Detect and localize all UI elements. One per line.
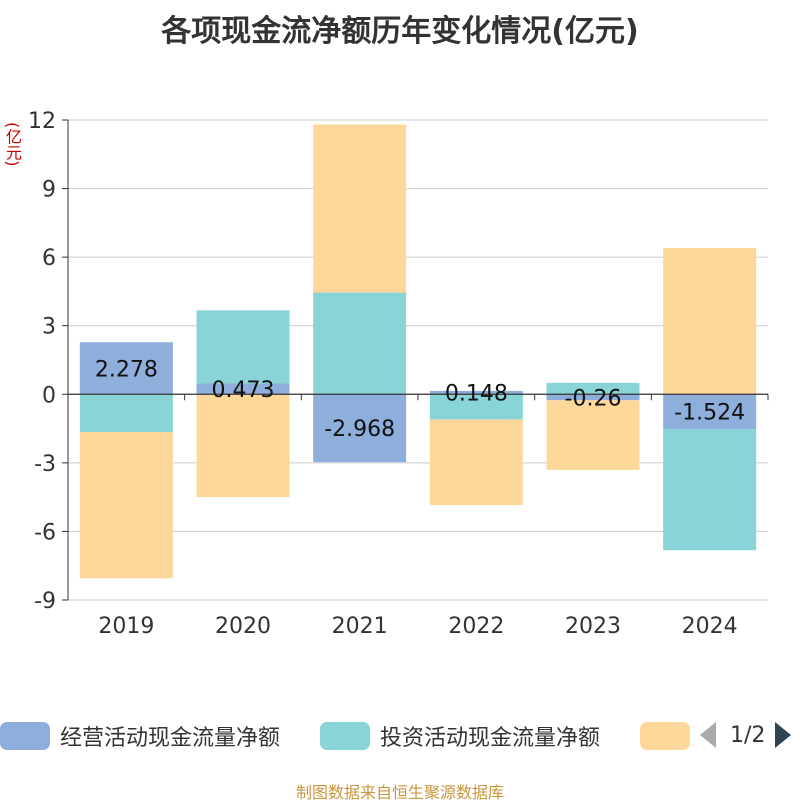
y-tick-label: 0 bbox=[42, 383, 56, 408]
y-tick-label: 12 bbox=[28, 109, 56, 134]
bar-2024-series-2 bbox=[663, 248, 757, 395]
bar-2023-series-0 bbox=[546, 394, 640, 401]
legend-item-investing[interactable]: 投资活动现金流量净额 bbox=[320, 721, 600, 751]
bar-2019-series-1 bbox=[79, 394, 173, 432]
bar-2023-series-1 bbox=[546, 382, 640, 395]
bar-2022-series-2 bbox=[429, 419, 523, 506]
legend-next-page-icon[interactable] bbox=[775, 722, 792, 748]
data-label: -2.968 bbox=[324, 417, 395, 442]
chart-canvas: 12 9 6 3 0 -3 -6 -9 2019 2020 2021 2022 2023 2024 2.27… bbox=[28, 109, 769, 639]
data-label: -0.26 bbox=[565, 386, 622, 411]
y-tick-label: 6 bbox=[42, 246, 56, 271]
legend-item-operating[interactable]: 经营活动现金流量净额 bbox=[0, 721, 280, 751]
legend-item-financing[interactable] bbox=[640, 721, 700, 751]
chart-title: 各项现金流净额历年变化情况(亿元) bbox=[161, 14, 639, 49]
x-tick-label: 2020 bbox=[215, 614, 271, 639]
bar-2019-series-0 bbox=[79, 342, 173, 395]
legend-swatch-investing bbox=[320, 722, 370, 750]
bar-2019-series-2 bbox=[79, 432, 173, 579]
legend-swatch-financing bbox=[640, 722, 690, 750]
legend-label-operating: 经营活动现金流量净额 bbox=[60, 726, 281, 751]
y-axis-unit: (亿元) bbox=[3, 122, 22, 167]
legend: 经营活动现金流量净额 投资活动现金流量净额 1/2 bbox=[0, 715, 800, 755]
x-tick-label: 2022 bbox=[448, 614, 504, 639]
bar-2022-series-1 bbox=[429, 394, 523, 420]
bar-2021-series-1 bbox=[313, 292, 407, 395]
bar-2023-series-2 bbox=[546, 400, 640, 470]
y-tick-label: -9 bbox=[34, 589, 56, 614]
legend-page-indicator: 1/2 bbox=[730, 722, 766, 748]
legend-swatch-operating bbox=[0, 722, 50, 750]
y-tick-label: -3 bbox=[34, 452, 56, 477]
y-tick-label: 3 bbox=[42, 315, 56, 340]
data-label: 2.278 bbox=[95, 357, 158, 382]
bar-2021-series-0 bbox=[313, 394, 407, 463]
x-tick-label: 2019 bbox=[98, 614, 154, 639]
bar-2024-series-1 bbox=[663, 429, 757, 551]
bar-2020-series-0 bbox=[196, 383, 290, 395]
bar-2020-series-2 bbox=[196, 394, 290, 498]
y-tick-label: -6 bbox=[34, 520, 56, 545]
data-label: -1.524 bbox=[674, 401, 745, 426]
bar-2022-series-0 bbox=[429, 390, 523, 395]
x-tick-label: 2023 bbox=[565, 614, 621, 639]
legend-pager: 1/2 bbox=[700, 719, 792, 751]
data-source-note: 制图数据来自恒生聚源数据库 bbox=[295, 783, 504, 802]
data-label: 0.473 bbox=[212, 378, 275, 403]
bar-2024-series-0 bbox=[663, 394, 757, 430]
legend-label-investing: 投资活动现金流量净额 bbox=[380, 726, 601, 751]
x-tick-label: 2021 bbox=[332, 614, 388, 639]
bar-2020-series-1 bbox=[196, 310, 290, 384]
y-tick-label: 9 bbox=[42, 178, 56, 203]
data-label: 0.148 bbox=[445, 382, 508, 407]
x-tick-label: 2024 bbox=[682, 614, 738, 639]
legend-prev-page-icon[interactable] bbox=[700, 722, 716, 748]
bar-2021-series-2 bbox=[313, 124, 407, 293]
